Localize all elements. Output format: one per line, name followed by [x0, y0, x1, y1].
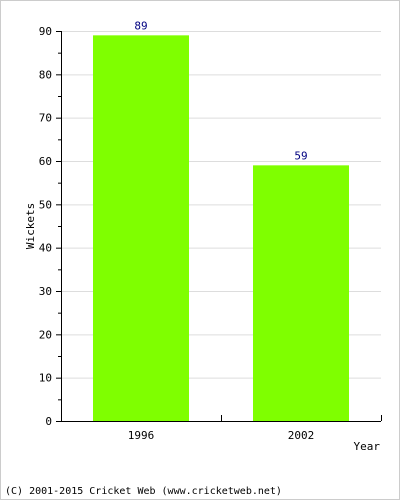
copyright-footer: (C) 2001-2015 Cricket Web (www.cricketwe… [5, 486, 282, 497]
value-label: 59 [294, 149, 307, 162]
y-tick-label: 30 [39, 285, 52, 298]
y-tick-label: 20 [39, 328, 52, 341]
value-label: 89 [134, 19, 147, 32]
bar [93, 35, 189, 421]
y-tick-label: 10 [39, 372, 52, 385]
y-tick-label: 70 [39, 112, 52, 125]
y-ticks: 0 10 20 30 40 50 60 70 80 90 [39, 25, 61, 428]
y-tick-label: 90 [39, 25, 52, 38]
y-tick-label: 80 [39, 68, 52, 81]
y-axis-title: Wickets [24, 203, 37, 249]
bars [93, 35, 349, 421]
x-ticks: 1996 2002 [61, 415, 382, 442]
x-tick-label: 2002 [288, 429, 315, 442]
x-axis-title: Year [354, 440, 381, 453]
y-tick-label: 60 [39, 155, 52, 168]
y-tick-label: 40 [39, 242, 52, 255]
value-labels: 89 59 [134, 19, 307, 162]
bar [253, 165, 349, 421]
x-tick-label: 1996 [128, 429, 155, 442]
y-tick-label: 0 [45, 415, 52, 428]
y-tick-label: 50 [39, 198, 52, 211]
axes [61, 31, 381, 422]
